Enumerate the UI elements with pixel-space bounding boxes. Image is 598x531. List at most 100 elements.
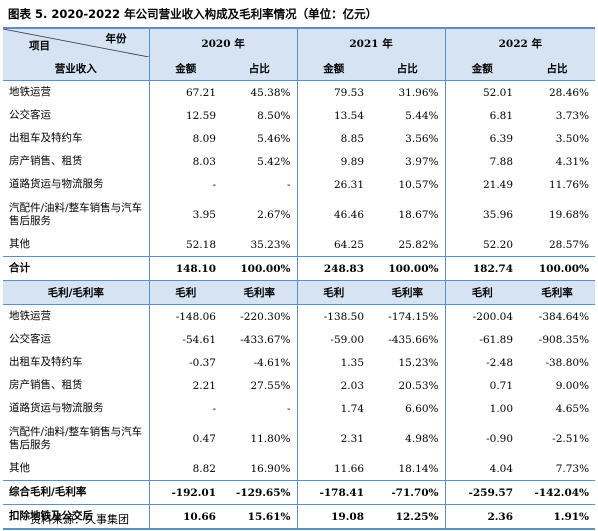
cell-value: 5.42%	[257, 155, 291, 168]
cell-value: 35.23%	[250, 238, 291, 251]
cell-value: 148.10	[148, 256, 222, 281]
row-label: 合计	[3, 256, 149, 281]
cell-value: 3.97%	[405, 155, 439, 168]
cell-value: -59.00	[296, 328, 371, 351]
cell-value: 182.74	[444, 256, 520, 281]
col-header-a: 金额	[296, 57, 371, 81]
cell-value: -174.15%	[388, 310, 439, 323]
col-header-a: 毛利	[148, 280, 222, 305]
cell-value: -435.66%	[388, 333, 439, 346]
row-label: 房产销售、租赁	[9, 379, 83, 391]
cell-value: 16.90%	[250, 462, 291, 475]
cell-value: 19.68%	[549, 208, 590, 221]
cell-value: 248.83	[296, 256, 371, 281]
col-header-a: 毛利	[296, 280, 371, 305]
row-label: 综合毛利/毛利率	[3, 480, 149, 505]
table-row: 出租车及特约车 8.09 5.46% 8.85 3.56% 6.39 3.50%	[3, 127, 595, 150]
cell-value: 8.50%	[257, 109, 291, 122]
cell-value: -4.61%	[253, 356, 291, 369]
cell-value: 45.38%	[250, 86, 291, 99]
cell-value: 25.82%	[398, 238, 439, 251]
row-label: 其他	[9, 462, 30, 474]
revenue-subheader-row: 营业收入 金额 占比 金额 占比 金额 占比	[3, 57, 596, 81]
table-row: 汽配件/油料/整车销售与汽车售后服务 3.95 2.67% 46.46 18.67% 35…	[3, 196, 595, 233]
cell-value: 100.00%	[222, 256, 298, 281]
cell-value: -71.70%	[370, 480, 446, 505]
cell-value: -148.06	[148, 304, 222, 328]
year-axis-label: 年份	[105, 33, 127, 45]
table-row: 道路货运与物流服务 - -1.74 6.60% 1.00 4.65%	[3, 397, 595, 420]
row-label: 公交客运	[9, 109, 51, 121]
financial-table: 年份 项目 2020 年 2021 年 2022 年 营业收入 金额 占比 金额 占比金…	[3, 27, 596, 530]
col-header-a: 金额	[148, 57, 222, 81]
year-header-row: 年份 项目 2020 年 2021 年 2022 年	[3, 27, 596, 57]
col-header-b: 占比	[519, 57, 596, 81]
cell-value: -0.37	[148, 351, 222, 374]
cell-value: 100.00%	[370, 256, 446, 281]
year-2020: 2020 年	[148, 27, 298, 57]
cell-value: 9.00%	[555, 379, 590, 392]
cell-value: 10.66	[148, 504, 222, 530]
table-row: 房产销售、租赁 8.03 5.42% 9.89 3.97% 7.88 4.31%	[3, 150, 595, 173]
cell-value: 8.82	[148, 457, 222, 481]
cell-value: 5.44%	[405, 109, 439, 122]
table-row: 其他 8.82 16.90% 11.66 18.14% 4.04 7.73%	[3, 457, 595, 481]
cell-value: 3.73%	[555, 109, 590, 122]
cell-value: 8.85	[296, 127, 371, 150]
cell-value: 4.65%	[555, 402, 590, 415]
cell-value: -220.30%	[240, 310, 291, 323]
table-row: 公交客运 12.59 8.50% 13.54 5.44% 6.81 3.73%	[3, 104, 595, 127]
cell-value: -259.57	[444, 480, 520, 505]
col-header-b: 毛利率	[370, 280, 446, 305]
diagonal-line	[6, 30, 149, 57]
col-header-b: 毛利率	[519, 280, 596, 305]
cell-value: -54.61	[148, 328, 222, 351]
cell-value: 2.36	[444, 504, 520, 530]
table-row: 其他 52.18 35.23% 64.25 25.82% 52.20 28.57%	[3, 233, 595, 257]
cell-value: 28.57%	[549, 238, 590, 251]
row-label: 房产销售、租赁	[9, 155, 83, 167]
cell-value: 10.57%	[398, 178, 439, 191]
row-label: 扣除地铁及公交后	[3, 504, 149, 530]
cell-value: 1.35	[296, 351, 371, 374]
excl-row: 扣除地铁及公交后 10.66 15.61% 19.08 12.25% 2.36 1.91%	[3, 504, 596, 530]
cell-value: 4.98%	[405, 432, 439, 445]
section-label: 营业收入	[3, 57, 149, 81]
cell-value: -	[148, 173, 222, 196]
cell-value: 67.21	[148, 80, 222, 104]
item-axis-label: 项目	[29, 40, 50, 52]
table-row: 道路货运与物流服务 - -26.31 10.57% 21.49 11.76%	[3, 173, 595, 196]
cell-value: 46.46	[296, 196, 371, 233]
row-label: 地铁运营	[9, 310, 51, 322]
cell-value: -178.41	[296, 480, 371, 505]
col-header-b: 占比	[222, 57, 298, 81]
row-label: 其他	[9, 238, 30, 250]
cell-value: 26.31	[296, 173, 371, 196]
cell-value: 7.73%	[555, 462, 590, 475]
cell-value: 11.66	[296, 457, 371, 481]
diagonal-header-cell: 年份 项目	[3, 27, 149, 57]
cell-value: 8.09	[148, 127, 222, 150]
row-label: 汽配件/油料/整车销售与汽车售后服务	[9, 201, 143, 227]
margin-subheader-row: 毛利/毛利率 毛利 毛利率 毛利 毛利率 毛利 毛利率	[3, 280, 596, 305]
year-2022: 2022 年	[444, 27, 596, 57]
cell-value: -908.35%	[538, 333, 590, 346]
cell-value: 1.00	[444, 397, 520, 420]
cell-value: 5.46%	[257, 132, 291, 145]
cell-value: 52.01	[444, 80, 520, 104]
cell-value: 2.21	[148, 374, 222, 397]
cell-value: 52.18	[148, 233, 222, 257]
margin-total-row: 综合毛利/毛利率 -192.01 -129.65% -178.41 -71.70% -25…	[3, 480, 596, 505]
row-label: 出租车及特约车	[9, 356, 83, 368]
row-label: 道路货运与物流服务	[9, 402, 104, 414]
cell-value: 3.95	[148, 196, 222, 233]
cell-value: 20.53%	[398, 379, 439, 392]
col-header-a: 金额	[444, 57, 520, 81]
cell-value: -0.90	[444, 420, 520, 457]
cell-value: -129.65%	[222, 480, 298, 505]
col-header-b: 毛利率	[222, 280, 298, 305]
cell-value: 8.03	[148, 150, 222, 173]
cell-value: 35.96	[444, 196, 520, 233]
cell-value: 15.23%	[398, 356, 439, 369]
cell-value: 6.60%	[405, 402, 439, 415]
